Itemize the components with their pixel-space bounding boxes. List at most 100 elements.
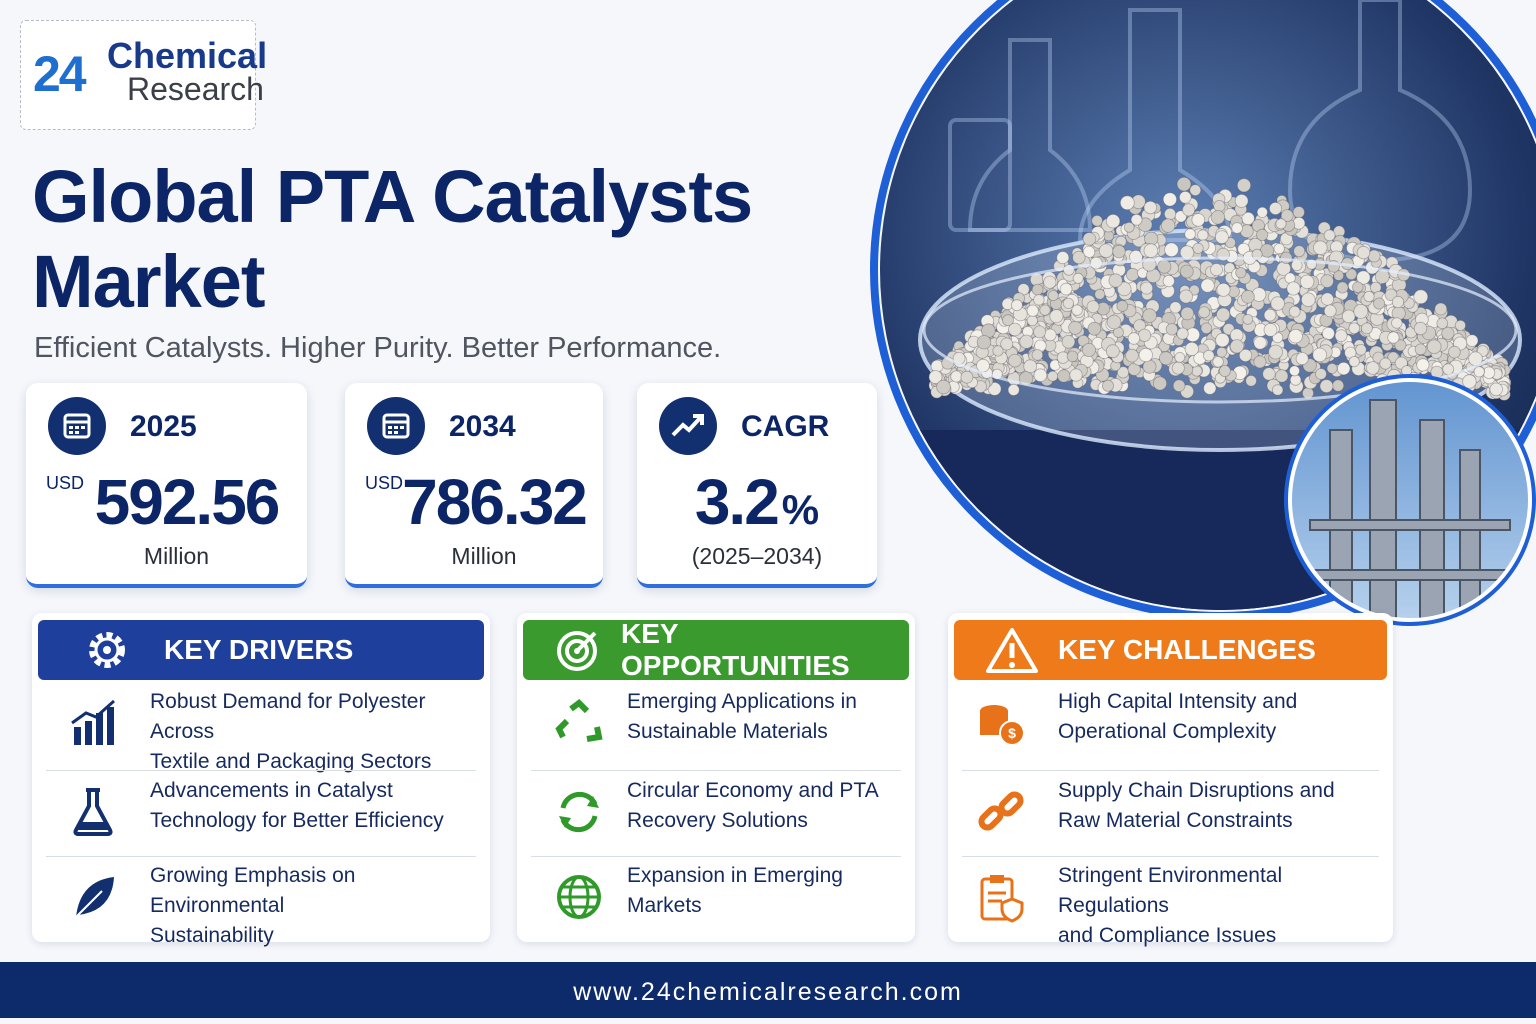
- pellet: [1288, 329, 1303, 344]
- header-icon: [984, 625, 1040, 675]
- graphic: [671, 415, 703, 437]
- item-line: Raw Material Constraints: [1058, 809, 1293, 832]
- pellet: [1292, 206, 1305, 219]
- pellet: [1178, 289, 1193, 304]
- item-icon: [71, 699, 115, 745]
- pellet: [1152, 376, 1168, 391]
- pellet: [1105, 344, 1120, 359]
- calendar-icon: [382, 413, 410, 439]
- pellet: [1414, 343, 1427, 356]
- stat-label: CAGR: [741, 410, 830, 443]
- graphic: [1000, 897, 1024, 923]
- item: Expansion in Emerging Markets: [627, 861, 843, 921]
- pellet: [1240, 289, 1255, 304]
- pellet: [1163, 207, 1177, 221]
- pellet: [936, 379, 951, 395]
- item-icon: [73, 877, 114, 920]
- graphic: [388, 431, 392, 434]
- item-line: Sustainable Materials: [627, 720, 828, 743]
- pellet: [1158, 351, 1173, 366]
- graphic: [999, 720, 1025, 746]
- panel: KEY DRIVERS Robust Demand for Polyester A…: [32, 613, 490, 947]
- pellet: [1353, 303, 1369, 319]
- panel: KEY CHALLENGES $ High Capital Intensity an…: [948, 613, 1393, 947]
- item-icon-box: $: [976, 697, 1030, 756]
- pellet: [1237, 242, 1250, 256]
- item: Stringent Environmental Regulations and C…: [1058, 861, 1393, 951]
- item-line: Textile and Packaging Sectors: [150, 750, 432, 773]
- graphic: [576, 631, 597, 652]
- pellet: [1164, 242, 1179, 258]
- divider: [962, 856, 1379, 857]
- graphic: [1309, 569, 1511, 581]
- stat-prefix: USD: [365, 473, 404, 493]
- pellet: [1017, 283, 1030, 296]
- item-line: and Compliance Issues: [1058, 924, 1277, 947]
- pellet: [1268, 344, 1284, 360]
- pellet: [1026, 304, 1039, 317]
- pellet: [1436, 317, 1449, 330]
- pellet: [1245, 374, 1257, 387]
- graphic: [928, 176, 1512, 401]
- graphic: [81, 426, 85, 429]
- graphic: [74, 727, 81, 745]
- item: High Capital Intensity and Operational Co…: [1058, 687, 1297, 747]
- pellet: [1176, 176, 1192, 192]
- pellet: [1473, 366, 1485, 378]
- pellet: [1026, 314, 1038, 327]
- pellet: [1268, 201, 1282, 215]
- graphic: [71, 699, 115, 725]
- pellet: [1116, 300, 1129, 312]
- graphic: [96, 713, 103, 745]
- pellet: [1312, 347, 1328, 363]
- divider: [962, 770, 1379, 771]
- stat-label: 2025: [130, 410, 197, 443]
- graphic: [988, 891, 1006, 903]
- pellet: [1229, 339, 1244, 354]
- pellet: [1231, 222, 1243, 234]
- graphic: [107, 707, 114, 745]
- pellet: [1216, 346, 1228, 358]
- item: Growing Emphasis on Environmental Sustain…: [150, 861, 490, 951]
- pellet: [1203, 381, 1217, 395]
- pellet: [1157, 259, 1172, 274]
- pellet: [1202, 349, 1215, 362]
- graphic: [948, 118, 1012, 232]
- stat-icon: [367, 397, 425, 455]
- pellet: [1465, 334, 1479, 347]
- pellet: [1172, 379, 1186, 393]
- pellet: [1210, 210, 1226, 225]
- item-icon: [980, 875, 1024, 923]
- item: Robust Demand for Polyester Across Textil…: [150, 687, 490, 777]
- stat-icon: [659, 397, 717, 455]
- stat-value-row: 3.2%: [637, 465, 877, 539]
- item-line: Technology for Better Efficiency: [150, 809, 444, 832]
- pellet: [1295, 352, 1309, 366]
- item-icon: [978, 791, 1024, 831]
- pellet: [1143, 243, 1159, 259]
- hero-image: [870, 0, 1536, 626]
- pellet: [1213, 200, 1226, 213]
- pellet: [1200, 322, 1213, 335]
- pellet: [1391, 317, 1403, 329]
- trend-icon: [671, 414, 704, 437]
- logo: 24 Chemical Research: [20, 20, 267, 130]
- pellet: [1333, 270, 1345, 281]
- pellet: [1320, 274, 1334, 288]
- pellet: [1462, 374, 1477, 389]
- pellet: [1119, 195, 1135, 211]
- pellet: [1315, 368, 1327, 380]
- pellet: [1066, 350, 1079, 363]
- pellet: [1253, 355, 1267, 369]
- pellet: [1387, 331, 1400, 344]
- pellet: [1142, 308, 1157, 323]
- pellet: [1123, 221, 1135, 233]
- pellet: [1031, 349, 1044, 361]
- pellet: [1299, 274, 1315, 290]
- pellet: [1321, 326, 1335, 340]
- pellet: [1336, 281, 1349, 294]
- pellet: [1002, 314, 1014, 327]
- pellet: [1138, 347, 1153, 363]
- pellet: [1197, 229, 1209, 241]
